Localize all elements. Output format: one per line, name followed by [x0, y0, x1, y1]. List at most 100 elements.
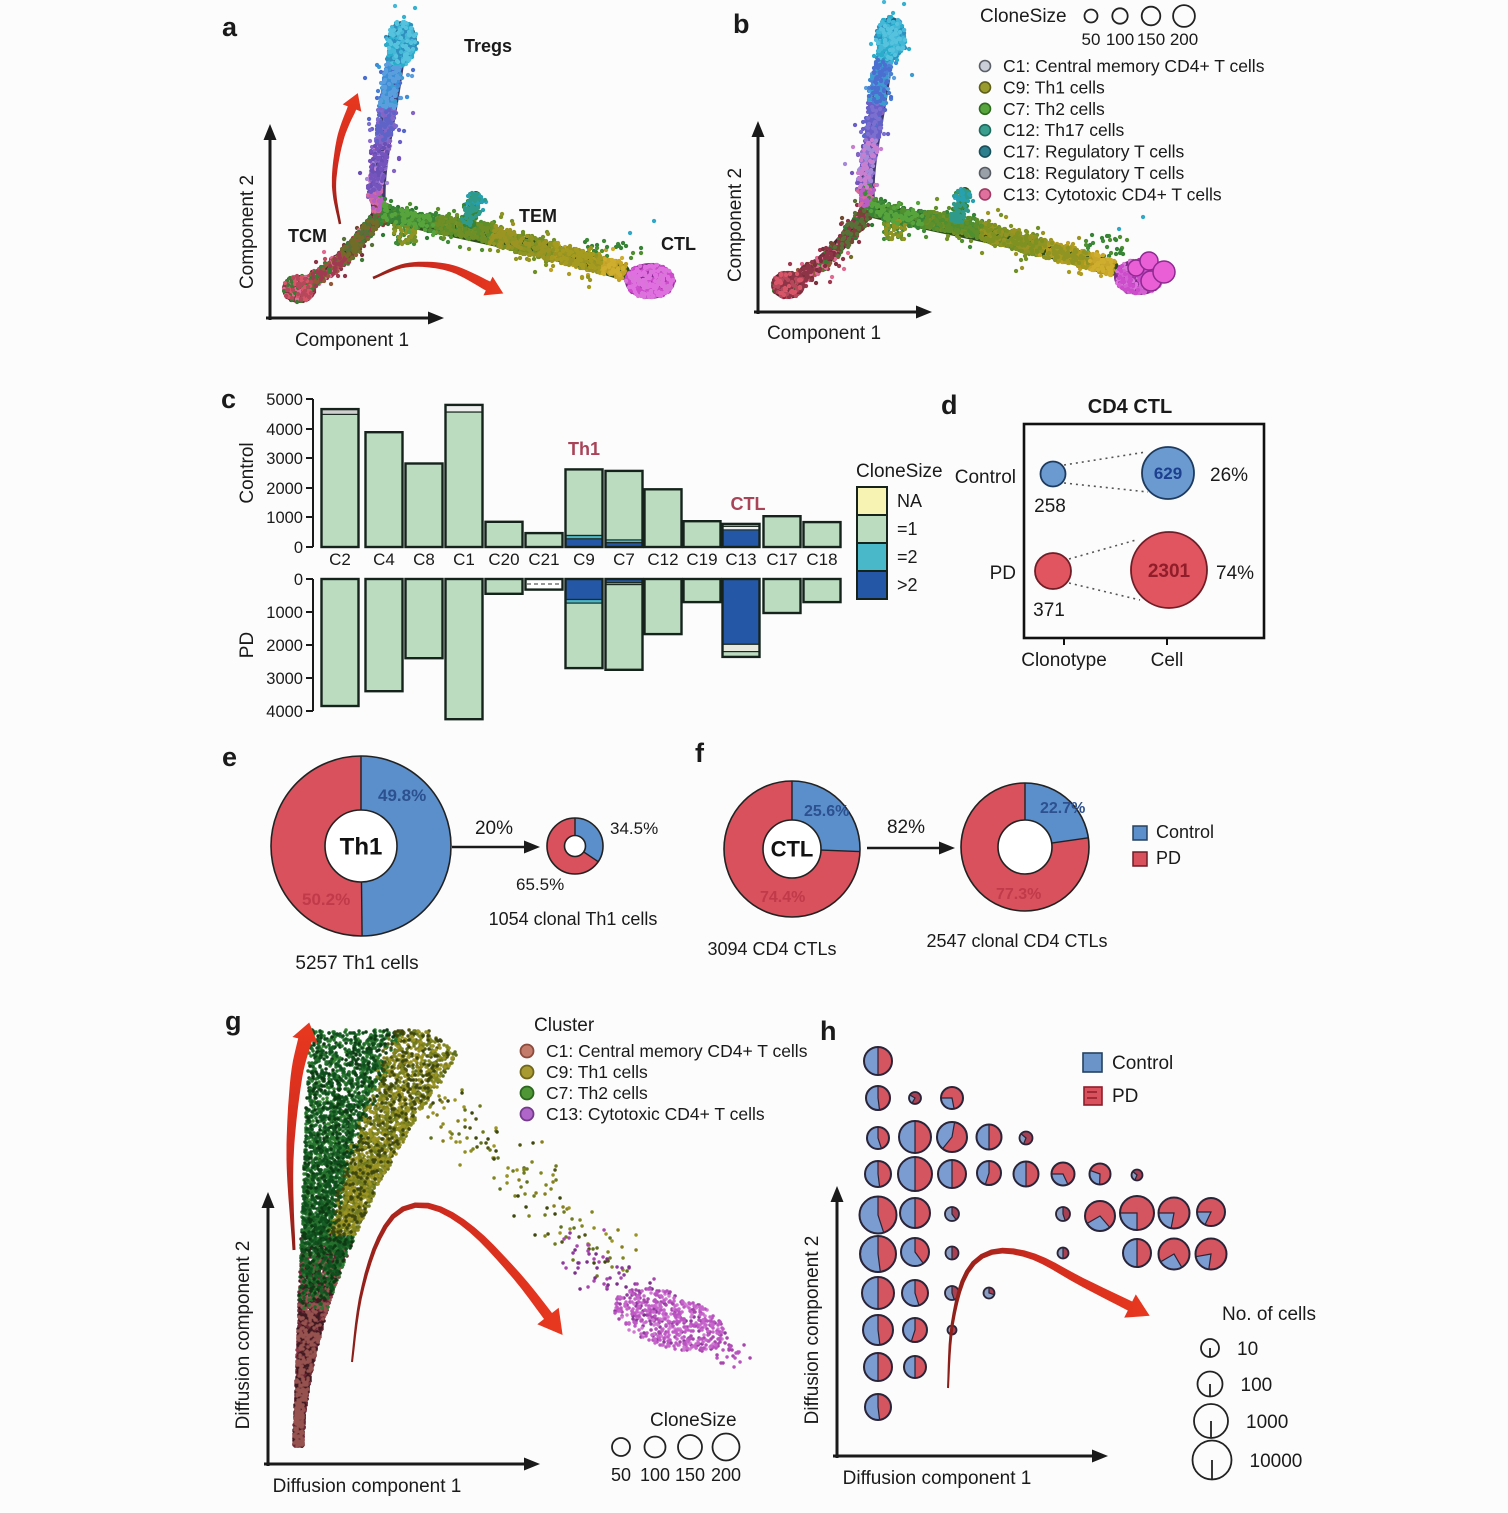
svg-text:150: 150 — [1137, 30, 1165, 49]
svg-text:Control: Control — [237, 442, 258, 503]
svg-text:371: 371 — [1033, 600, 1065, 621]
svg-text:77.3%: 77.3% — [996, 886, 1041, 903]
svg-text:2000: 2000 — [266, 637, 303, 655]
svg-text:65.5%: 65.5% — [516, 875, 564, 894]
svg-text:Control: Control — [1156, 822, 1214, 842]
svg-text:e: e — [222, 742, 237, 772]
svg-text:C9: C9 — [573, 550, 595, 569]
svg-text:C13: Cytotoxic CD4+ T cells: C13: Cytotoxic CD4+ T cells — [546, 1104, 765, 1124]
svg-text:Diffusion component 2: Diffusion component 2 — [802, 1236, 823, 1425]
svg-text:C18: Regulatory T cells: C18: Regulatory T cells — [1003, 163, 1184, 183]
svg-text:10000: 10000 — [1250, 1451, 1303, 1472]
svg-text:C12: Th17 cells: C12: Th17 cells — [1003, 120, 1125, 140]
svg-text:1054 clonal Th1 cells: 1054 clonal Th1 cells — [489, 909, 658, 929]
svg-text:3094 CD4 CTLs: 3094 CD4 CTLs — [707, 939, 836, 959]
svg-text:g: g — [225, 1006, 242, 1036]
svg-text:Diffusion component 1: Diffusion component 1 — [273, 1476, 462, 1497]
svg-text:Cluster: Cluster — [534, 1015, 595, 1036]
svg-text:Component 1: Component 1 — [767, 323, 881, 344]
svg-text:34.5%: 34.5% — [610, 819, 658, 838]
svg-text:22.7%: 22.7% — [1040, 800, 1085, 817]
svg-text:C1: Central memory CD4+ T cell: C1: Central memory CD4+ T cells — [546, 1041, 808, 1061]
svg-text:74%: 74% — [1216, 563, 1254, 584]
svg-text:C20: C20 — [488, 550, 519, 569]
svg-text:CTL: CTL — [661, 234, 696, 254]
svg-text:TEM: TEM — [519, 206, 557, 226]
svg-text:h: h — [820, 1016, 837, 1046]
svg-text:50: 50 — [611, 1465, 631, 1485]
svg-text:Component 2: Component 2 — [237, 175, 258, 289]
svg-text:150: 150 — [675, 1465, 705, 1485]
svg-text:C9: Th1 cells: C9: Th1 cells — [1003, 77, 1105, 97]
svg-text:C7: Th2 cells: C7: Th2 cells — [1003, 99, 1105, 119]
svg-text:CD4 CTL: CD4 CTL — [1088, 396, 1172, 418]
svg-text:5257 Th1 cells: 5257 Th1 cells — [295, 953, 418, 974]
svg-text:0: 0 — [294, 571, 303, 589]
svg-text:CloneSize: CloneSize — [980, 6, 1067, 27]
svg-text:C1: Central memory CD4+ T cell: C1: Central memory CD4+ T cells — [1003, 56, 1265, 76]
svg-text:C7: Th2 cells: C7: Th2 cells — [546, 1083, 648, 1103]
svg-text:Tregs: Tregs — [464, 36, 512, 56]
svg-text:Component 1: Component 1 — [295, 330, 409, 351]
svg-text:4000: 4000 — [266, 421, 303, 439]
svg-text:Control: Control — [955, 467, 1016, 488]
svg-text:C2: C2 — [329, 550, 351, 569]
svg-text:Component 2: Component 2 — [725, 168, 746, 282]
svg-text:C8: C8 — [413, 550, 435, 569]
svg-text:3000: 3000 — [266, 670, 303, 688]
svg-text:Th1: Th1 — [340, 833, 383, 860]
svg-text:2000: 2000 — [266, 480, 303, 498]
svg-text:100: 100 — [1241, 1375, 1273, 1396]
svg-text:200: 200 — [711, 1465, 741, 1485]
svg-text:CloneSize: CloneSize — [650, 1410, 737, 1431]
svg-text:20%: 20% — [475, 818, 513, 839]
svg-text:1000: 1000 — [1246, 1412, 1288, 1433]
svg-text:50: 50 — [1082, 30, 1101, 49]
svg-text:629: 629 — [1154, 464, 1182, 483]
svg-text:b: b — [733, 9, 750, 39]
svg-text:PD: PD — [1156, 848, 1181, 868]
svg-text:c: c — [221, 384, 236, 414]
svg-text:49.8%: 49.8% — [378, 786, 426, 805]
svg-text:2301: 2301 — [1148, 561, 1191, 582]
svg-text:CTL: CTL — [731, 494, 766, 514]
svg-text:C17: Regulatory T cells: C17: Regulatory T cells — [1003, 142, 1184, 162]
svg-text:C17: C17 — [766, 550, 797, 569]
svg-text:PD: PD — [1112, 1086, 1138, 1107]
svg-text:Clonotype: Clonotype — [1021, 650, 1107, 671]
svg-text:26%: 26% — [1210, 465, 1248, 486]
svg-text:No. of cells: No. of cells — [1222, 1304, 1316, 1325]
svg-text:=2: =2 — [897, 547, 918, 567]
svg-text:C19: C19 — [686, 550, 717, 569]
svg-text:C1: C1 — [453, 550, 475, 569]
svg-text:Control: Control — [1112, 1053, 1173, 1074]
svg-text:C4: C4 — [373, 550, 395, 569]
svg-text:C9: Th1 cells: C9: Th1 cells — [546, 1062, 648, 1082]
svg-text:Cell: Cell — [1151, 650, 1184, 671]
svg-text:CTL: CTL — [771, 837, 814, 862]
svg-text:=1: =1 — [897, 519, 918, 539]
svg-text:C7: C7 — [613, 550, 635, 569]
svg-text:5000: 5000 — [266, 391, 303, 409]
svg-text:200: 200 — [1170, 30, 1198, 49]
svg-text:1000: 1000 — [266, 604, 303, 622]
svg-text:C13: Cytotoxic CD4+ T cells: C13: Cytotoxic CD4+ T cells — [1003, 184, 1222, 204]
svg-text:258: 258 — [1034, 496, 1066, 517]
svg-text:f: f — [695, 738, 705, 768]
svg-text:1000: 1000 — [266, 509, 303, 527]
svg-text:2547 clonal CD4 CTLs: 2547 clonal CD4 CTLs — [926, 931, 1107, 951]
svg-text:CloneSize: CloneSize — [856, 461, 943, 482]
svg-text:82%: 82% — [887, 817, 925, 838]
svg-text:Th1: Th1 — [568, 439, 600, 459]
svg-text:C12: C12 — [647, 550, 678, 569]
svg-text:PD: PD — [990, 563, 1016, 584]
svg-text:PD: PD — [237, 632, 258, 658]
svg-text:d: d — [941, 390, 958, 420]
svg-text:TCM: TCM — [288, 226, 327, 246]
svg-text:C18: C18 — [806, 550, 837, 569]
svg-text:>2: >2 — [897, 575, 918, 595]
svg-text:0: 0 — [294, 539, 303, 557]
svg-text:25.6%: 25.6% — [804, 803, 849, 820]
svg-text:100: 100 — [640, 1465, 670, 1485]
svg-text:4000: 4000 — [266, 703, 303, 721]
